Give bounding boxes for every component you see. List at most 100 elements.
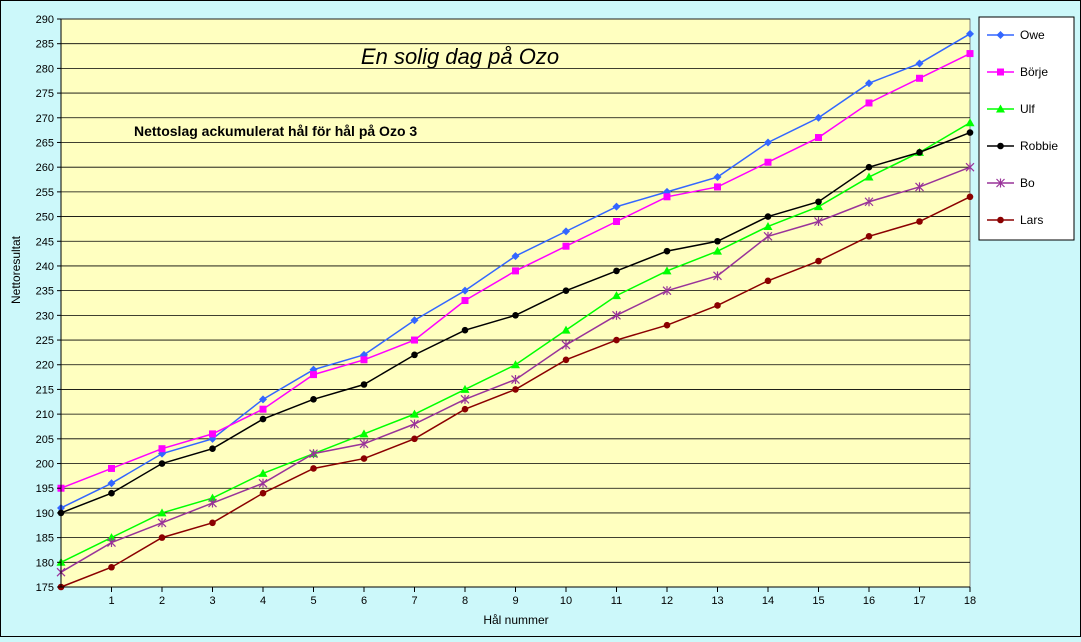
data-point-bo <box>763 231 773 241</box>
data-point-ulf <box>965 118 975 127</box>
data-point-ulf <box>157 508 167 517</box>
data-point-owe <box>461 286 469 295</box>
data-point-bo <box>965 162 975 172</box>
y-tick-label: 215 <box>36 384 54 396</box>
data-point-owe <box>107 479 116 488</box>
data-point-robbie <box>360 381 368 388</box>
data-point-b-rje <box>512 267 519 275</box>
y-tick-label: 285 <box>36 39 54 51</box>
legend-item-robbie: Robbie <box>987 139 1058 153</box>
data-point-bo <box>511 375 520 385</box>
x-tick-label: 6 <box>361 595 367 607</box>
data-point-robbie <box>512 312 519 319</box>
legend: Owe Börje Ulf Robbie Bo Lars <box>978 16 1075 241</box>
data-point-b-rje <box>461 297 469 305</box>
x-tick-label: 8 <box>462 595 468 607</box>
data-point-lars <box>310 465 317 472</box>
legend-item-lars: Lars <box>987 213 1043 227</box>
x-tick-label: 1 <box>108 595 114 607</box>
x-tick-label: 11 <box>611 595 622 607</box>
data-point-lars <box>461 405 469 413</box>
data-point-robbie <box>916 149 923 156</box>
data-point-ulf <box>814 202 823 211</box>
data-point-owe <box>764 138 772 147</box>
data-point-b-rje <box>764 158 772 166</box>
data-point-bo <box>359 439 369 449</box>
legend-marker-robbie <box>997 142 1004 150</box>
data-point-robbie <box>562 287 570 294</box>
series-robbie <box>57 129 974 517</box>
data-point-lars <box>209 519 216 527</box>
data-point-b-rje <box>259 405 267 413</box>
data-point-b-rje <box>310 371 317 379</box>
data-point-b-rje <box>209 430 216 438</box>
x-tick-label: 15 <box>812 595 824 607</box>
data-point-robbie <box>259 415 267 423</box>
data-point-robbie <box>663 247 671 255</box>
y-tick-label: 250 <box>36 212 54 224</box>
legend-marker-owe <box>996 31 1005 39</box>
x-tick-label: 12 <box>661 595 673 607</box>
data-point-lars <box>562 356 570 364</box>
x-tick-label: 13 <box>711 595 723 607</box>
legend-item-owe: Owe <box>987 28 1045 42</box>
series-bo <box>56 162 975 577</box>
data-point-bo <box>612 310 621 320</box>
y-tick-label: 265 <box>36 137 54 149</box>
legend-item-bo: Bo <box>987 176 1035 190</box>
x-axis-title: Hål nummer <box>483 613 548 627</box>
y-tick-label: 235 <box>36 286 54 298</box>
chart-subtitle: Nettoslag ackumulerat hål för hål på Ozo… <box>134 123 417 139</box>
data-point-b-rje <box>714 183 721 191</box>
data-point-robbie <box>108 489 115 497</box>
data-point-lars <box>613 336 620 344</box>
data-point-owe <box>915 59 924 68</box>
data-point-robbie <box>461 326 469 334</box>
data-point-ulf <box>359 429 369 438</box>
data-point-ulf <box>460 384 470 393</box>
data-point-b-rje <box>663 193 671 201</box>
data-point-b-rje <box>865 99 873 107</box>
data-point-ulf <box>107 533 116 542</box>
data-point-bo <box>309 449 318 459</box>
data-point-ulf <box>511 360 520 369</box>
legend-label-ulf: Ulf <box>1020 102 1035 116</box>
legend-marker-bo <box>996 178 1005 188</box>
data-point-b-rje <box>360 356 368 364</box>
data-point-robbie <box>158 460 166 467</box>
data-point-b-rje <box>916 74 923 82</box>
x-tick-label: 17 <box>913 595 925 607</box>
data-point-ulf <box>713 246 722 255</box>
y-tick-label: 175 <box>36 582 54 594</box>
data-point-robbie <box>865 163 873 171</box>
data-point-b-rje <box>966 50 974 58</box>
data-point-owe <box>865 79 873 88</box>
data-point-robbie <box>764 213 772 220</box>
data-point-lars <box>966 193 974 201</box>
data-point-owe <box>713 173 722 182</box>
data-point-lars <box>259 489 267 497</box>
data-point-owe <box>612 202 621 211</box>
data-point-owe <box>259 395 267 404</box>
data-point-lars <box>512 386 519 393</box>
series-b-rje <box>57 50 974 492</box>
y-tick-label: 270 <box>36 113 54 125</box>
data-point-bo <box>157 518 167 528</box>
legend-marker-ulf <box>996 104 1005 113</box>
data-point-ulf <box>662 266 672 275</box>
chart-title: En solig dag på Ozo <box>361 44 559 69</box>
series-layer <box>56 29 975 591</box>
data-point-bo <box>258 478 268 488</box>
data-point-lars <box>360 455 368 462</box>
data-point-bo <box>410 419 419 429</box>
gridlines <box>61 18 970 588</box>
x-tick-label: 4 <box>260 595 266 607</box>
y-tick-label: 225 <box>36 335 54 347</box>
y-tick-label: 290 <box>36 14 54 26</box>
y-tick-label: 205 <box>36 434 54 446</box>
data-point-b-rje <box>158 445 166 453</box>
data-point-owe <box>410 316 419 325</box>
data-point-robbie <box>310 396 317 403</box>
